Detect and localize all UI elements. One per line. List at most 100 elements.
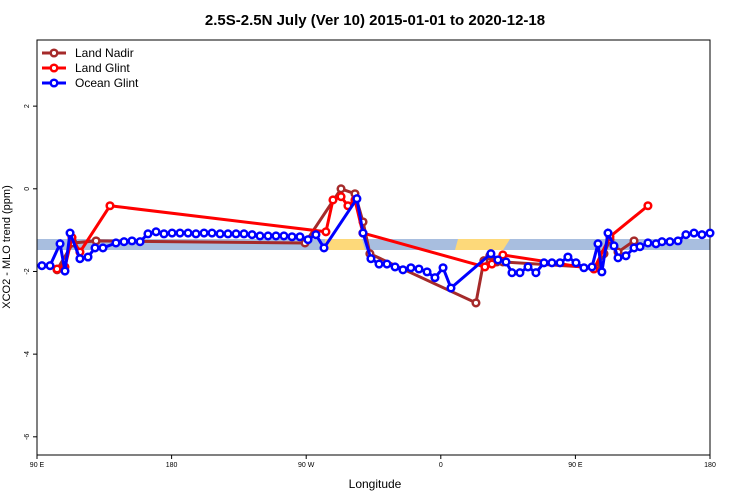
point — [199, 228, 209, 238]
point — [643, 238, 653, 248]
point — [597, 267, 607, 277]
point — [609, 241, 619, 251]
point — [531, 268, 541, 278]
point — [191, 229, 201, 239]
point — [493, 255, 503, 265]
point — [247, 230, 257, 240]
point — [255, 231, 265, 241]
point — [579, 263, 589, 273]
point — [515, 268, 525, 278]
point — [406, 263, 416, 273]
point — [207, 228, 217, 238]
point — [215, 229, 225, 239]
point — [83, 252, 93, 262]
point — [471, 298, 481, 308]
point — [135, 237, 145, 247]
point — [635, 242, 645, 252]
x-tick-label: 90 E — [568, 462, 583, 469]
point — [603, 228, 613, 238]
point — [271, 231, 281, 241]
reference-band-highlight — [455, 239, 510, 250]
point — [430, 273, 440, 283]
point — [487, 259, 497, 269]
x-tick-label: 180 — [704, 462, 716, 469]
point — [446, 283, 456, 293]
point — [175, 228, 185, 238]
point — [547, 258, 557, 268]
point — [159, 229, 169, 239]
point — [52, 264, 62, 274]
point — [127, 236, 137, 246]
point — [571, 258, 581, 268]
point — [390, 262, 400, 272]
point — [523, 262, 533, 272]
point — [366, 254, 376, 264]
point — [90, 243, 100, 253]
point — [501, 257, 511, 267]
plot-frame — [36, 39, 711, 456]
point — [119, 237, 129, 247]
point — [414, 264, 424, 274]
point — [311, 230, 321, 240]
point — [111, 238, 121, 248]
point — [480, 262, 490, 272]
point — [151, 227, 161, 237]
legend-label: Land Nadir — [75, 46, 134, 60]
point — [91, 236, 101, 246]
point — [336, 184, 346, 194]
point — [223, 229, 233, 239]
x-tick-label: 180 — [166, 462, 178, 469]
reference-band — [37, 239, 710, 250]
point — [681, 230, 691, 240]
point — [279, 231, 289, 241]
legend-marker — [49, 63, 59, 73]
point — [629, 236, 639, 246]
point — [555, 258, 565, 268]
point — [352, 194, 362, 204]
point — [486, 249, 496, 259]
y-axis-label: XCO2 - MLO trend (ppm) — [1, 185, 13, 308]
legend-marker — [49, 48, 59, 58]
legend-marker — [49, 78, 59, 88]
point — [422, 267, 432, 277]
point — [438, 263, 448, 273]
point — [336, 192, 346, 202]
point — [657, 237, 667, 247]
legend-label: Ocean Glint — [75, 76, 139, 90]
y-tick-label: -4 — [24, 351, 31, 357]
point — [239, 229, 249, 239]
x-axis-label: Longitude — [349, 477, 402, 491]
point — [45, 261, 55, 271]
point — [55, 239, 65, 249]
point — [498, 250, 508, 260]
point — [374, 259, 384, 269]
point — [303, 235, 313, 245]
point — [167, 228, 177, 238]
legend-label: Land Glint — [75, 61, 130, 75]
point — [382, 259, 392, 269]
point — [593, 239, 603, 249]
chart-title: 2.5S-2.5N July (Ver 10) 2015-01-01 to 20… — [205, 12, 545, 29]
point — [183, 228, 193, 238]
x-tick-label: 90 W — [298, 462, 315, 469]
point — [295, 232, 305, 242]
point — [65, 228, 75, 238]
point — [105, 201, 115, 211]
point — [60, 266, 70, 276]
point — [98, 243, 108, 253]
y-tick-label: 0 — [24, 187, 31, 191]
point — [321, 227, 331, 237]
point — [587, 262, 597, 272]
point — [319, 243, 329, 253]
point — [621, 251, 631, 261]
point — [75, 254, 85, 264]
y-tick-label: -2 — [24, 268, 31, 274]
point — [143, 229, 153, 239]
point — [705, 228, 715, 238]
point — [539, 258, 549, 268]
point — [563, 252, 573, 262]
point — [358, 228, 368, 238]
y-tick-label: -6 — [24, 434, 31, 440]
point — [398, 265, 408, 275]
